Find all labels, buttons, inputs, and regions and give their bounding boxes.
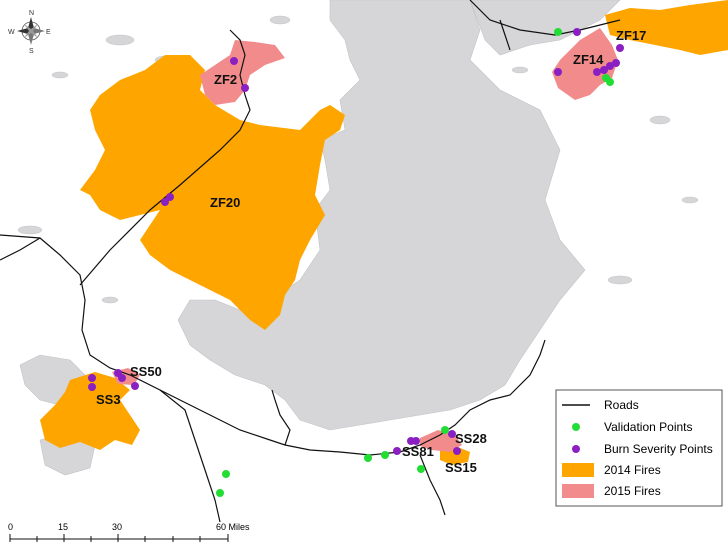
label-ss50: SS50 (130, 364, 162, 379)
validation-point (222, 470, 230, 478)
burn-severity-point (230, 57, 238, 65)
validation-points (216, 28, 614, 497)
burn-severity-points (88, 28, 624, 455)
compass-n: N (29, 10, 34, 17)
legend-2015: 2015 Fires (604, 484, 661, 498)
label-ss15: SS15 (445, 460, 477, 475)
scale-bar: 0 15 30 60 Miles (8, 522, 250, 542)
legend-2015-swatch (562, 484, 594, 498)
burn-severity-point (616, 44, 624, 52)
legend-validation-swatch (572, 423, 580, 431)
label-ss28: SS28 (455, 431, 487, 446)
scale-label-60: 60 Miles (216, 522, 250, 532)
burn-severity-point (88, 383, 96, 391)
burn-severity-point (412, 437, 420, 445)
compass-rose-icon: N S E W (8, 10, 51, 55)
fire-2014-zf17 (605, 0, 728, 55)
label-zf2: ZF2 (214, 72, 237, 87)
burn-severity-point (131, 382, 139, 390)
fire-2015-zf14 (552, 28, 618, 100)
burn-severity-point (161, 198, 169, 206)
burn-severity-point (166, 193, 174, 201)
label-zf20: ZF20 (210, 195, 240, 210)
compass-e: E (46, 29, 51, 36)
validation-point (216, 489, 224, 497)
legend-burn: Burn Severity Points (604, 442, 713, 456)
burn-severity-point (453, 447, 461, 455)
validation-point (554, 28, 562, 36)
label-ss3: SS3 (96, 392, 121, 407)
map-canvas: ZF2 ZF20 ZF17 ZF14 SS50 SS3 SS28 SS81 SS… (0, 0, 728, 522)
burn-severity-point (88, 374, 96, 382)
legend: Roads Validation Points Burn Severity Po… (555, 389, 723, 507)
burn-severity-point (593, 68, 601, 76)
label-ss81: SS81 (402, 444, 434, 459)
map-frame[interactable]: ZF2 ZF20 ZF17 ZF14 SS50 SS3 SS28 SS81 SS… (0, 0, 728, 522)
burn-severity-point (554, 68, 562, 76)
legend-roads: Roads (604, 398, 639, 412)
scale-label-15: 15 (58, 522, 68, 532)
legend-2014: 2014 Fires (604, 463, 661, 477)
burn-severity-point (393, 447, 401, 455)
legend-2014-swatch (562, 463, 594, 477)
validation-point (417, 465, 425, 473)
validation-point (364, 454, 372, 462)
label-zf14: ZF14 (573, 52, 604, 67)
burn-severity-point (118, 374, 126, 382)
burn-severity-point (573, 28, 581, 36)
burn-severity-point (448, 430, 456, 438)
validation-point (606, 78, 614, 86)
validation-point (381, 451, 389, 459)
validation-point (441, 426, 449, 434)
burn-severity-point (612, 59, 620, 67)
fire-2015-zf2 (200, 40, 285, 105)
roads (0, 0, 621, 522)
compass-w: W (8, 29, 15, 36)
scale-label-0: 0 (8, 522, 13, 532)
label-zf17: ZF17 (616, 28, 646, 43)
burn-severity-point (241, 84, 249, 92)
fire-2014-ss3 (40, 372, 140, 450)
compass-s: S (29, 48, 34, 55)
legend-burn-swatch (572, 445, 580, 453)
burn-severity-point (606, 62, 614, 70)
scale-label-30: 30 (112, 522, 122, 532)
legend-validation: Validation Points (604, 420, 693, 434)
fire-2014-zf20 (80, 55, 345, 330)
burn-severity-point (600, 66, 608, 74)
